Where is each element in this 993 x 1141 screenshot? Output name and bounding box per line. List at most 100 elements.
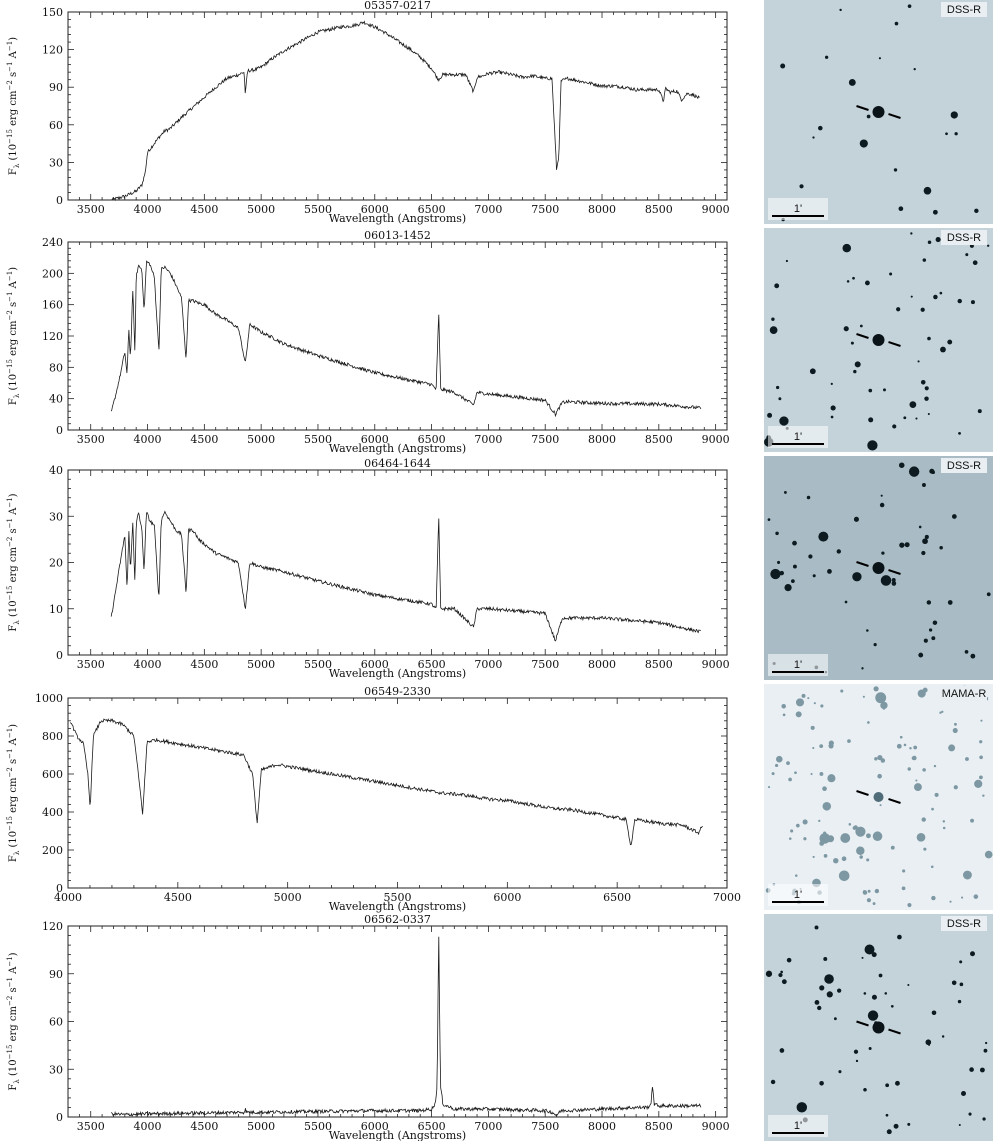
field-star	[974, 779, 983, 788]
y-tick-label: 150	[42, 6, 63, 19]
field-star	[958, 1124, 961, 1127]
field-star	[879, 502, 885, 508]
field-star	[959, 960, 963, 964]
y-axis-label-part: −2	[6, 80, 14, 90]
field-star	[823, 831, 827, 835]
field-star	[935, 237, 941, 243]
field-star	[891, 577, 896, 582]
field-star	[802, 819, 808, 825]
field-star	[827, 569, 832, 574]
survey-label: DSS-R	[947, 460, 981, 472]
field-star	[859, 324, 863, 328]
field-star	[885, 1083, 890, 1088]
field-star	[852, 276, 855, 280]
y-tick-label: 0	[56, 424, 63, 437]
field-star	[907, 4, 912, 8]
x-tick-label: 6500	[418, 658, 446, 671]
field-star	[977, 409, 982, 414]
plot-frame	[67, 925, 728, 1118]
field-star	[885, 1113, 889, 1117]
field-star	[896, 743, 902, 749]
field-star	[788, 837, 792, 840]
x-tick-label: 7000	[474, 203, 502, 216]
x-tick-label: 5000	[247, 203, 275, 216]
spectrum-line	[110, 260, 702, 418]
x-tick-label: 7000	[474, 658, 502, 671]
y-axis-label-part: erg cm	[8, 1006, 19, 1045]
field-star	[777, 560, 781, 564]
field-star	[961, 1090, 966, 1096]
y-tick-label: 200	[42, 267, 63, 280]
field-star	[781, 979, 787, 985]
field-star	[809, 368, 816, 375]
field-star	[899, 735, 903, 739]
y-tick-label: 120	[42, 330, 63, 343]
field-star	[822, 786, 827, 792]
field-star	[952, 728, 958, 734]
field-star	[784, 491, 787, 494]
field-star	[814, 1000, 820, 1005]
x-tick-label: 9000	[702, 658, 730, 671]
field-star	[840, 833, 851, 844]
x-tick-label: 6000	[361, 1120, 389, 1133]
field-star	[827, 774, 836, 783]
field-star	[902, 869, 906, 873]
field-star	[855, 1059, 859, 1063]
spectrum-panel-5: 06562-0337 3500 4000 4500 5000 5500 6000 6500 70…	[6, 913, 730, 1141]
field-star	[947, 339, 953, 345]
y-tick-label: 0	[56, 649, 63, 662]
field-star	[961, 896, 964, 899]
y-axis-label-part: erg cm	[8, 547, 19, 586]
target-star	[873, 792, 884, 802]
field-star	[909, 401, 917, 408]
field-star	[867, 440, 878, 451]
field-star	[950, 111, 958, 119]
field-star	[859, 139, 868, 148]
field-star	[824, 55, 829, 59]
field-star	[807, 697, 810, 700]
chart-title: 06464-1644	[364, 457, 431, 470]
field-star	[922, 768, 926, 772]
field-star	[817, 1005, 822, 1011]
field-star	[846, 280, 850, 283]
x-tick-label: 7000	[474, 1120, 502, 1133]
y-axis-label-part: s	[8, 528, 19, 536]
field-star	[924, 534, 929, 540]
x-tick-label: 8500	[645, 1120, 673, 1133]
y-axis-label-part: −1	[6, 728, 14, 738]
field-star	[972, 260, 978, 266]
field-star	[878, 57, 881, 60]
x-tick-label: 9000	[702, 203, 730, 216]
chart-title: 05357-0217	[364, 0, 431, 12]
field-star	[965, 757, 969, 761]
x-tick-label: 5500	[304, 203, 332, 216]
field-star	[808, 554, 813, 559]
field-star	[771, 772, 775, 776]
target-star	[872, 106, 885, 118]
y-axis-label-part: s	[8, 302, 19, 310]
field-star	[867, 889, 871, 893]
field-star	[913, 745, 918, 750]
field-star	[812, 746, 815, 750]
y-axis-label: Fλ (10−15 erg cm−2 s−1 A−1)	[6, 952, 21, 1090]
field-star	[819, 985, 825, 991]
field-star	[853, 1049, 859, 1054]
scale-bar-box	[768, 198, 828, 220]
y-axis-label-part: A	[8, 507, 19, 518]
x-tick-label: 6500	[418, 433, 446, 446]
chart-title: 06013-1452	[364, 229, 431, 242]
field-star	[979, 1067, 985, 1073]
x-tick-label: 9000	[702, 1120, 730, 1133]
x-tick-label: 7500	[531, 433, 559, 446]
field-star	[942, 826, 946, 830]
field-star	[931, 807, 934, 811]
y-axis-label-part: λ	[13, 620, 21, 625]
y-axis-label-part: −1	[6, 62, 14, 72]
field-star	[785, 259, 788, 263]
x-tick-label: 5500	[304, 1120, 332, 1133]
x-tick-label: 7500	[531, 658, 559, 671]
spectrum-line	[69, 718, 703, 846]
x-tick-label: 3500	[77, 658, 105, 671]
field-star	[890, 1004, 894, 1008]
survey-label-box	[941, 2, 987, 17]
